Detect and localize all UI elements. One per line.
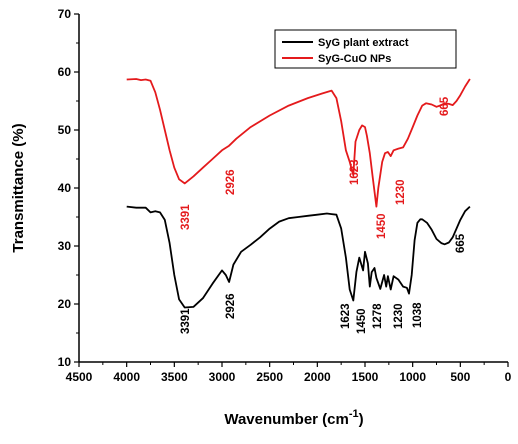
- peak-label: 2926: [225, 169, 237, 195]
- x-tick-label: 4000: [113, 370, 140, 384]
- peak-label: 1038: [412, 302, 424, 328]
- legend-label-0: SyG plant extract: [318, 37, 409, 49]
- peak-label: 2926: [225, 293, 237, 319]
- y-tick-label: 20: [58, 297, 72, 311]
- x-tick-label: 1500: [352, 370, 379, 384]
- series-line-1: [126, 78, 471, 208]
- peak-label: 3391: [180, 204, 192, 230]
- peak-labels: 3391 2926 1623 1450 1278 1230 1038 665 3391 2926 1…: [180, 96, 467, 334]
- y-tick-label: 50: [58, 123, 72, 137]
- peak-label: 1230: [393, 303, 405, 329]
- y-axis-title: Transmittance (%): [10, 123, 27, 252]
- legend-box: [274, 29, 457, 69]
- x-axis-title-end: ): [359, 411, 364, 428]
- y-ticks: 10 20 30 40 50 60 70: [58, 7, 79, 369]
- peak-label: 1230: [395, 179, 407, 205]
- x-tick-label: 2500: [256, 370, 283, 384]
- y-tick-label: 30: [58, 239, 72, 253]
- y-tick-label: 40: [58, 181, 72, 195]
- x-tick-label: 3000: [209, 370, 236, 384]
- x-axis-title-sup: -1: [349, 408, 359, 420]
- peak-label: 1450: [356, 308, 368, 334]
- y-tick-label: 70: [58, 7, 72, 21]
- peak-label: 665: [455, 233, 467, 253]
- peak-label: 1623: [340, 303, 352, 329]
- legend: SyG plant extract SyG-CuO NPs: [274, 29, 457, 69]
- peak-label: 3391: [180, 308, 192, 334]
- series-line-0: [126, 205, 471, 309]
- x-axis-title-main: Wavenumber (cm: [224, 411, 348, 428]
- x-tick-label: 1000: [399, 370, 426, 384]
- x-tick-label: 3500: [161, 370, 188, 384]
- x-tick-label: 500: [450, 370, 470, 384]
- y-tick-label: 60: [58, 65, 72, 79]
- x-tick-label: 0: [505, 370, 512, 384]
- x-tick-label: 4500: [66, 370, 93, 384]
- x-ticks: 4500 4000 3500 3000 2500 2000 1500 1000 500 0: [66, 362, 512, 384]
- x-tick-label: 2000: [304, 370, 331, 384]
- series-layer: [126, 78, 471, 309]
- peak-label: 1450: [376, 213, 388, 239]
- x-axis-title: Wavenumber (cm-1): [224, 408, 363, 428]
- peak-label: 665: [439, 96, 451, 116]
- legend-label-1: SyG-CuO NPs: [318, 53, 391, 65]
- peak-label: 1278: [372, 303, 384, 329]
- peak-label: 1623: [349, 159, 361, 185]
- y-tick-label: 10: [58, 355, 72, 369]
